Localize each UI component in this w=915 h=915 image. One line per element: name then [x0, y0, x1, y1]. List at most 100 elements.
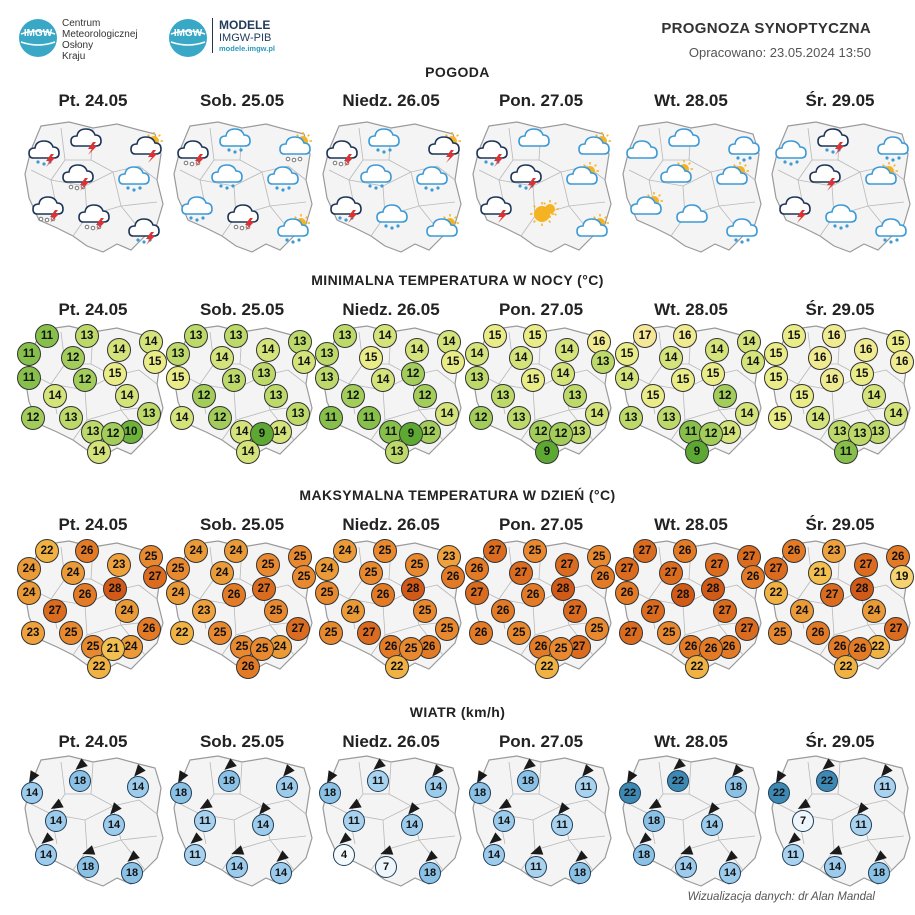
- tmax-badge: 26: [591, 565, 615, 589]
- tmax-badge: 22: [170, 621, 194, 645]
- wind-map: 22 22 18 18 14 18 14 14: [615, 752, 767, 892]
- tmax-badge: 24: [166, 581, 190, 605]
- tmin-badge: 16: [673, 324, 697, 348]
- tmin-badge: 14: [465, 342, 489, 366]
- tmin-badge: 14: [210, 346, 234, 370]
- footer-credit: Wizualizacja danych: dr Alan Mandal: [687, 891, 875, 903]
- tmin-badge: 13: [619, 406, 643, 430]
- tmin-badge: 11: [834, 440, 858, 464]
- tmin-badge: 13: [286, 402, 310, 426]
- day-label: Sob. 25.05: [199, 91, 285, 110]
- tmin-badge: 9: [250, 422, 274, 446]
- tmax-badge: 21: [808, 561, 832, 585]
- tmax-badge: 26: [465, 557, 489, 581]
- day-label: Pt. 24.05: [58, 91, 128, 110]
- tmin-badge: 14: [256, 338, 280, 362]
- tmin-badge: 13: [252, 362, 276, 386]
- tmin-badge: 13: [184, 324, 208, 348]
- tmin-badge: 12: [713, 384, 737, 408]
- wind-map: 14 18 14 14 14 14 18 18: [17, 752, 169, 892]
- wind-speed-badge: 14: [425, 776, 447, 798]
- tmax-map: 27 26 27 27 26 27 27 28 26 28 27 27 27 25 27 26 26 26 22: [615, 537, 767, 679]
- imgw-logo-icon: IMGW: [169, 19, 207, 57]
- tmax-badge: 24: [224, 539, 248, 563]
- tmax-badge: 27: [286, 617, 310, 641]
- tmax-badge: 25: [264, 599, 288, 623]
- wind-speed-badge: 11: [184, 844, 206, 866]
- imgw-cmok-logo: IMGW Centrum Meteorologicznej Osłony Kra…: [18, 18, 138, 63]
- tmax-badge: 22: [535, 655, 559, 679]
- day-label: Śr. 29.05: [805, 91, 875, 110]
- tmax-badge: 27: [555, 553, 579, 577]
- wind-speed-badge: 18: [170, 782, 192, 804]
- tmax-badge: 22: [87, 655, 111, 679]
- tmin-badge: 16: [820, 368, 844, 392]
- day-label: Wt. 28.05: [654, 515, 728, 534]
- cloud-rain-icon: [876, 132, 910, 162]
- tmax-badge: 27: [735, 617, 759, 641]
- day-label: Pt. 24.05: [58, 732, 128, 751]
- storm-cloud-icon: [69, 124, 103, 155]
- tmax-badge: 25: [359, 561, 383, 585]
- tmax-badge: 23: [822, 539, 846, 563]
- tmin-badge: 15: [521, 368, 545, 392]
- tmin-badge: 17: [633, 324, 657, 348]
- tmin-badge: 12: [549, 422, 573, 446]
- tmin-badge: 13: [491, 384, 515, 408]
- tmin-badge: 11: [17, 342, 41, 366]
- tmin-badge: 14: [115, 384, 139, 408]
- cloud-rain-icon: [180, 192, 214, 222]
- weather-map: [465, 118, 617, 258]
- tmin-badge: 12: [21, 406, 45, 430]
- day-label: Wt. 28.05: [654, 300, 728, 319]
- day-label: Sob. 25.05: [199, 300, 285, 319]
- storm-rain-icon: [27, 136, 61, 167]
- wind-speed-badge: 14: [824, 856, 846, 878]
- cloud-rain-icon: [359, 160, 393, 190]
- tmax-badge: 27: [641, 599, 665, 623]
- cloud-rain-icon: [210, 160, 244, 190]
- tmin-badge: 15: [782, 324, 806, 348]
- tmin-badge: 15: [359, 346, 383, 370]
- tmin-badge: 14: [585, 402, 609, 426]
- tmax-badge: 27: [615, 557, 639, 581]
- storm-cloud-icon: [778, 192, 812, 223]
- cloud-rain-icon: [774, 136, 808, 166]
- tmax-badge: 26: [782, 539, 806, 563]
- tmin-badge: 11: [319, 406, 343, 430]
- tmax-badge: 27: [659, 561, 683, 585]
- tmax-badge: 23: [107, 553, 131, 577]
- tmax-badge: 27: [483, 539, 507, 563]
- wind-speed-badge: 11: [551, 814, 573, 836]
- wind-speed-badge: 14: [35, 844, 57, 866]
- tmin-badge: 15: [441, 350, 465, 374]
- tmax-badge: 27: [509, 561, 533, 585]
- wind-speed-badge: 7: [792, 810, 814, 832]
- tmin-badge: 11: [35, 324, 59, 348]
- tmin-badge: 12: [208, 406, 232, 430]
- tmin-badge: 15: [483, 324, 507, 348]
- tmax-badge: 24: [115, 599, 139, 623]
- wind-speed-badge: 18: [643, 810, 665, 832]
- tmax-badge: 25: [507, 621, 531, 645]
- wind-speed-badge: 18: [517, 770, 539, 792]
- wind-speed-badge: 14: [701, 814, 723, 836]
- tmax-badge: 28: [671, 583, 695, 607]
- tmin-map: 13 14 14 14 15 13 15 12 13 14 12 12 11 11 14 12 11 9 13: [315, 322, 467, 464]
- tmax-badge: 26: [469, 621, 493, 645]
- tmax-badge: 23: [21, 621, 45, 645]
- tmin-badge: 15: [641, 384, 665, 408]
- sun-cloud-icon: [715, 162, 749, 192]
- tmin-badge: 15: [790, 384, 814, 408]
- tmax-badge: 25: [585, 617, 609, 641]
- tmax-badge: 27: [143, 565, 167, 589]
- day-label: Sob. 25.05: [199, 732, 285, 751]
- tmax-badge: 22: [764, 581, 788, 605]
- tmin-map: 15 16 16 15 16 15 16 15 15 16 15 14 15 14 14 13 13 13 11: [764, 322, 915, 464]
- tmin-badge: 13: [657, 406, 681, 430]
- wind-speed-badge: 7: [375, 856, 397, 878]
- tmin-map: 11 13 14 14 15 11 12 15 11 12 14 14 12 13 13 10 13 12 14: [17, 322, 169, 464]
- tmin-badge: 14: [435, 402, 459, 426]
- day-label: Wt. 28.05: [654, 91, 728, 110]
- tmin-badge: 14: [509, 346, 533, 370]
